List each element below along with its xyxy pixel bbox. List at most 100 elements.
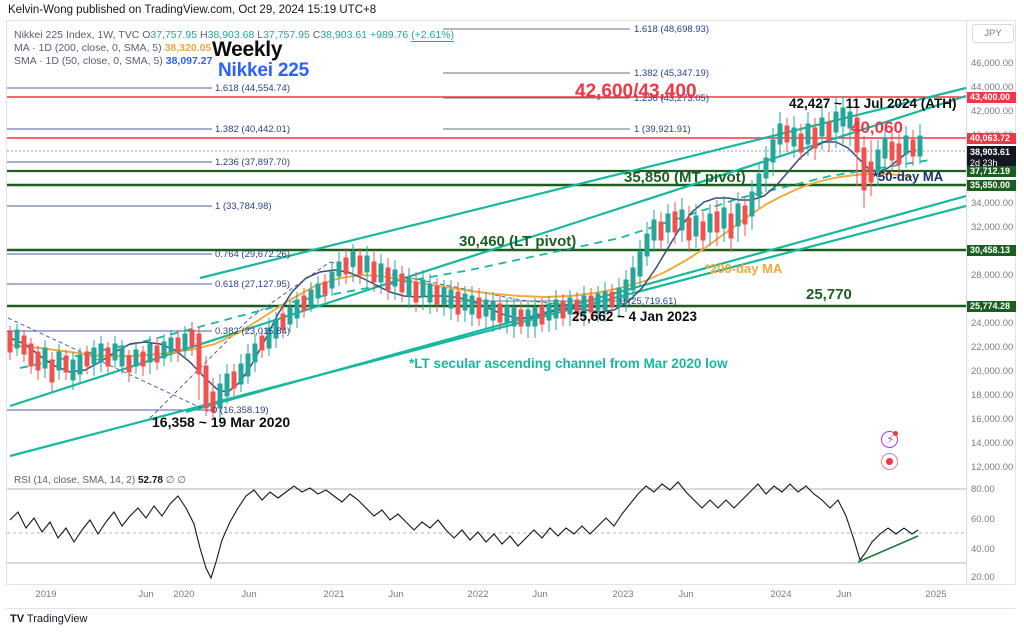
legend-low-value: 37,757.95 <box>263 29 310 41</box>
fib-label-0764: 0.764 (29,672.26) <box>215 249 291 260</box>
fib-label-0: 0 (16,358.19) <box>212 405 269 416</box>
time-tick: Jun <box>388 589 404 600</box>
candlestick-series <box>7 96 923 418</box>
rsi-tick: 80.00 <box>971 484 995 495</box>
dashed-blue-trendlines <box>7 261 601 419</box>
price-tick: 32,000.00 <box>971 222 1014 233</box>
price-tick: 34,000.00 <box>971 198 1014 209</box>
price-tick: 14,000.00 <box>971 438 1014 449</box>
time-tick: Jun <box>836 589 852 600</box>
dashed-teal-guide <box>19 159 931 369</box>
fib-label-1618: 1.618 (44,554.74) <box>215 83 291 94</box>
legend-low-label: L <box>257 29 264 41</box>
price-tick: 20,000.00 <box>971 366 1014 377</box>
record-icon[interactable] <box>881 453 898 470</box>
legend-ma50[interactable]: SMA · 1D (50, close, 0, SMA, 5) 38,097.2… <box>14 55 212 68</box>
price-tick: 42,000.00 <box>971 106 1014 117</box>
price-pill-43400: 43,400.00 <box>967 92 1016 103</box>
legend-close-value: 38,903.61 <box>320 29 368 41</box>
price-axis[interactable]: JPY 46,000.00 44,000.00 42,000.00 40,000… <box>967 20 1016 585</box>
legend-ohlc: Nikkei 225 Index, 1W, TVC O37,757.95 H38… <box>14 29 455 42</box>
record-dot <box>886 458 893 465</box>
time-tick: 2025 <box>925 589 947 600</box>
fib-label-1236: 1.236 (37,897.70) <box>215 157 291 168</box>
rsi-extra: ∅ ∅ <box>165 475 186 486</box>
annotation-resistance-band: 42,600/43,400 <box>575 81 697 102</box>
price-tick: 22,000.00 <box>971 342 1014 353</box>
legend-ma50-value: 38,097.27 <box>165 55 213 67</box>
rsi-value: 52.78 <box>137 475 163 486</box>
rsi-pane <box>7 481 966 580</box>
last-price-value: 38,903.61 <box>970 147 1011 157</box>
rsi-curve <box>9 481 919 580</box>
time-tick: 2021 <box>323 589 345 600</box>
price-pill-35850: 35,850.00 <box>967 180 1016 191</box>
currency-badge[interactable]: JPY <box>972 24 1014 43</box>
time-tick: 2023 <box>612 589 634 600</box>
tradingview-name: TradingView <box>24 613 88 625</box>
flash-badge-icon[interactable]: ⚡ <box>881 431 898 448</box>
legend-ma200-label: MA · 1D (200, close, 0, SMA, 5) <box>14 42 162 54</box>
bar-countdown: 2d 23h <box>970 158 998 168</box>
legend-open-label: O <box>142 29 151 41</box>
legend-symbol: Nikkei 225 Index, 1W, TVC <box>14 29 140 41</box>
time-tick: Jun <box>138 589 154 600</box>
price-pill-40064: 40,063.72 <box>967 133 1016 144</box>
annotation-mt-pivot: 35,850 (MT pivot) <box>624 169 746 186</box>
legend-change: +989.76 <box>369 29 409 41</box>
annotation-ma50: *50-day MA <box>873 169 944 184</box>
rsi-tick: 60.00 <box>971 514 995 525</box>
price-tick: 28,000.00 <box>971 270 1014 281</box>
annotation-level-25770: 25,770 <box>806 286 852 303</box>
title-instrument: Nikkei 225 <box>218 60 309 81</box>
fib2-label-1: 1 (39,921.91) <box>634 124 691 135</box>
title-weekly: Weekly <box>212 38 283 61</box>
price-tick: 16,000.00 <box>971 414 1014 425</box>
rsi-tick: 40.00 <box>971 544 995 555</box>
price-axis-separator <box>966 20 967 585</box>
price-pill-25774: 25,774.28 <box>967 301 1016 312</box>
price-pill-30458: 30,458.13 <box>967 245 1016 256</box>
time-tick: 2019 <box>35 589 57 600</box>
time-tick: 2024 <box>770 589 792 600</box>
annotation-low-2020: 16,358 ~ 19 Mar 2020 <box>152 414 291 430</box>
annotation-lt-pivot: 30,460 (LT pivot) <box>459 233 577 250</box>
time-tick: Jun <box>241 589 257 600</box>
fib-label-1: 1 (33,784.98) <box>215 201 272 212</box>
fib-label-0382: 0.382 (23,015.84) <box>215 326 291 337</box>
flash-alert-dot <box>893 431 898 436</box>
legend-close-label: C <box>312 29 321 41</box>
time-axis[interactable]: 2019 Jun 2020 Jun 2021 Jun 2022 Jun 2023… <box>6 586 1016 609</box>
annotation-channel-note: *LT secular ascending channel from Mar 2… <box>409 356 728 371</box>
fib2-label-1382: 1.382 (45,347.19) <box>634 68 710 79</box>
tradingview-watermark: TV TradingView <box>10 613 87 625</box>
legend-ma200[interactable]: MA · 1D (200, close, 0, SMA, 5) 38,320.0… <box>14 42 211 55</box>
fib-label-0618: 0.618 (27,127.95) <box>215 279 291 290</box>
annotation-low-2023: 25,662 ~ 4 Jan 2023 <box>572 309 697 324</box>
legend-open-value: 37,757.95 <box>150 29 198 41</box>
legend-ma50-label: SMA · 1D (50, close, 0, SMA, 5) <box>14 55 163 67</box>
legend-change-pct: (+2.61%) <box>411 29 455 42</box>
price-tick: 18,000.00 <box>971 390 1014 401</box>
rsi-tick: 20.00 <box>971 572 995 583</box>
bolt-glyph: ⚡ <box>886 434 895 446</box>
time-tick: 2020 <box>173 589 195 600</box>
fib-lines-secondary <box>443 28 630 302</box>
fib-label-1382: 1.382 (40,442.01) <box>215 124 291 135</box>
publisher-line: Kelvin-Wong published on TradingView.com… <box>8 4 377 16</box>
price-tick: 44,000.00 <box>971 82 1014 93</box>
price-tick: 12,000.00 <box>971 462 1014 473</box>
price-tick: 24,000.00 <box>971 318 1014 329</box>
fib2-label-1236: 1.236 (43,273.05) <box>634 93 710 104</box>
rsi-legend-label: RSI (14, close, SMA, 14, 2) <box>14 475 136 486</box>
fib2-label-1618: 1.618 (48,698.93) <box>634 24 710 35</box>
fib2-label-0: 0 (25,719.61) <box>620 296 677 307</box>
price-tick: 46,000.00 <box>971 58 1014 69</box>
annotation-level-40060: 40,060 <box>851 118 903 137</box>
time-tick: 2022 <box>467 589 489 600</box>
rsi-legend[interactable]: RSI (14, close, SMA, 14, 2) 52.78 ∅ ∅ <box>14 475 186 486</box>
legend-ma200-value: 38,320.05 <box>164 42 212 54</box>
legend-high-label: H <box>200 29 208 41</box>
legend-high-value: 38,903.68 <box>207 29 255 41</box>
